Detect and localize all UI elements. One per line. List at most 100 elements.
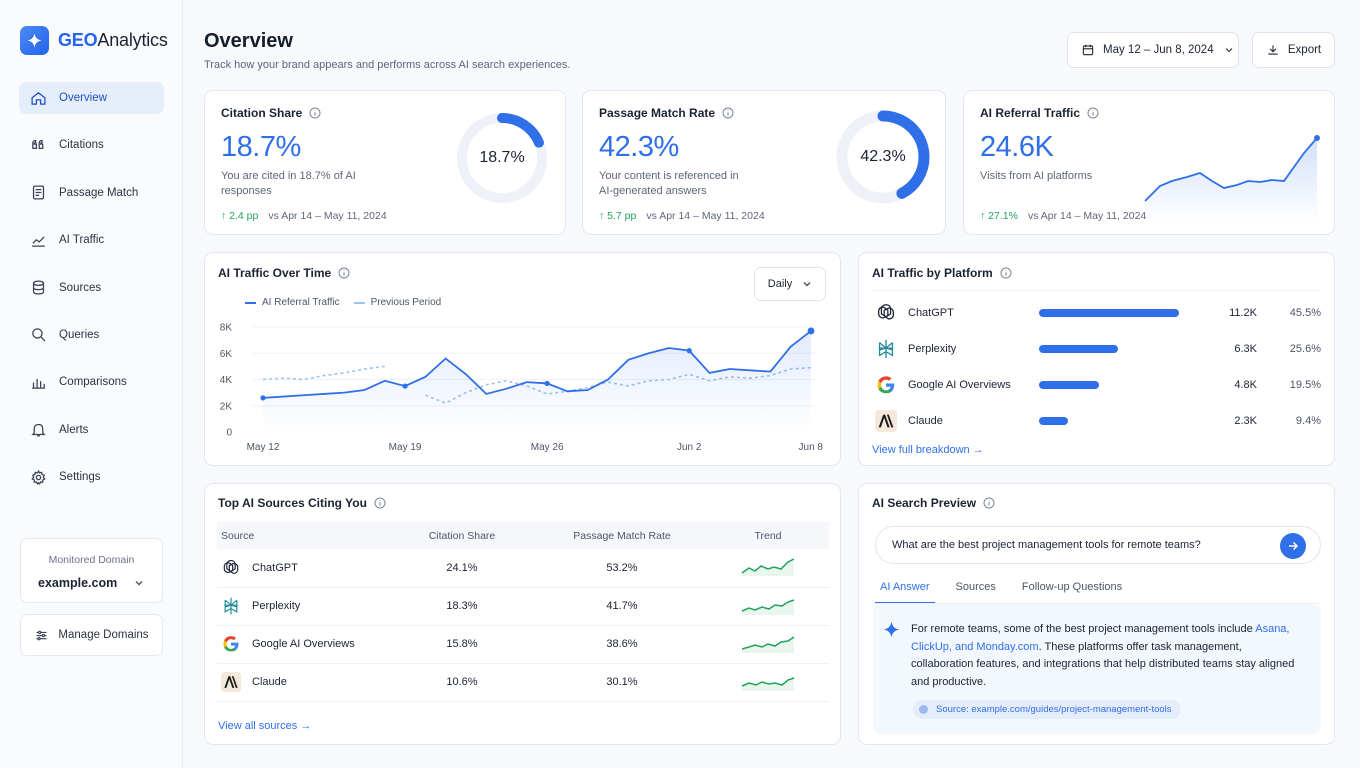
- quote-icon: [32, 139, 44, 149]
- export-label: Export: [1287, 44, 1322, 56]
- table-row[interactable]: Perplexity 18.3% 41.7%: [217, 587, 829, 626]
- view-all-sources-link[interactable]: View all sources →: [218, 720, 312, 732]
- perplexity-logo-icon: [878, 339, 894, 359]
- platform-row-google[interactable]: Google AI Overviews 4.8K 19.5%: [875, 373, 1321, 397]
- traffic-line-chart: 0 2K 4K 6K 8K May 12 May 19 May 26 Jun 2 Jun 8: [220, 323, 824, 454]
- data-point: [544, 380, 550, 387]
- data-point: [686, 348, 692, 354]
- answer-brand-links[interactable]: Asana, ClickUp, and Monday.com: [911, 623, 1290, 653]
- brand-logo[interactable]: GEOAnalytics: [20, 26, 168, 55]
- delta-up: ↑ 2.4 pp: [221, 210, 259, 222]
- ai-traffic-by-platform-card: AI Traffic by Platform ChatGPT 11.2K 45.…: [858, 252, 1335, 466]
- sidebar-item-settings[interactable]: Settings: [19, 461, 164, 493]
- kpi-description: Visits from AI platforms: [980, 170, 1093, 182]
- sliders-icon: [36, 630, 47, 640]
- search-query-text: What are the best project management too…: [892, 539, 1201, 551]
- trend-sparkline: [707, 625, 829, 664]
- sidebar-item-label: AI Traffic: [59, 234, 105, 247]
- platform-pct: 45.5%: [1289, 307, 1321, 319]
- kpi-delta: ↑ 27.1% vs Apr 14 – May 11, 2024: [980, 210, 1146, 222]
- table-row[interactable]: Google AI Overviews 15.8% 38.6%: [217, 625, 829, 664]
- x-tick-label: Jun 2: [677, 442, 702, 453]
- sidebar-item-label: Sources: [59, 281, 102, 294]
- ai-answer-text: For remote teams, some of the best proje…: [911, 623, 1295, 688]
- sidebar-item-sources[interactable]: Sources: [19, 272, 164, 304]
- platform-bar: [1039, 309, 1179, 317]
- sidebar-item-queries[interactable]: Queries: [19, 319, 164, 351]
- date-range-picker[interactable]: May 12 – Jun 8, 2024: [1067, 32, 1239, 68]
- legend-item-current[interactable]: AI Referral Traffic: [245, 297, 340, 308]
- platform-bar-fill: [1039, 345, 1118, 353]
- document-icon: [32, 185, 45, 200]
- y-tick-label: 8K: [220, 323, 233, 334]
- granularity-label: Daily: [767, 278, 793, 290]
- platform-row-chatgpt[interactable]: ChatGPT 11.2K 45.5%: [875, 301, 1321, 325]
- data-point: [402, 383, 408, 389]
- manage-domains-button[interactable]: Manage Domains: [20, 614, 163, 656]
- platform-name: ChatGPT: [908, 307, 954, 319]
- passage-match-cell: 53.2%: [537, 549, 707, 588]
- sidebar-item-overview[interactable]: Overview: [19, 82, 164, 114]
- passage-donut: 42.3%: [835, 109, 931, 205]
- card-title: Citation Share: [221, 106, 321, 120]
- column-header[interactable]: Passage Match Rate: [537, 522, 707, 549]
- kpi-delta: ↑ 5.7 pp vs Apr 14 – May 11, 2024: [599, 210, 765, 222]
- info-icon[interactable]: [983, 497, 995, 509]
- preview-search-input[interactable]: What are the best project management too…: [875, 526, 1321, 564]
- export-button[interactable]: Export: [1252, 32, 1335, 68]
- sidebar-item-ai-traffic[interactable]: AI Traffic: [19, 224, 164, 256]
- info-icon[interactable]: [338, 267, 350, 279]
- sidebar-item-label: Passage Match: [59, 186, 139, 199]
- platform-row-perplexity[interactable]: Perplexity 6.3K 25.6%: [875, 337, 1321, 361]
- sidebar-item-alerts[interactable]: Alerts: [19, 414, 164, 446]
- platform-row-claude[interactable]: Claude 2.3K 9.4%: [875, 409, 1321, 433]
- legend-item-previous[interactable]: Previous Period: [353, 297, 441, 308]
- info-icon[interactable]: [309, 107, 321, 119]
- current-area: [263, 330, 811, 432]
- platform-count: 4.8K: [1234, 379, 1257, 391]
- page-title: Overview: [204, 30, 293, 52]
- tab-follow-up-questions[interactable]: Follow-up Questions: [1021, 581, 1123, 593]
- card-title: Passage Match Rate: [599, 106, 734, 120]
- platform-pct: 25.6%: [1289, 343, 1321, 355]
- sidebar-item-passage-match[interactable]: Passage Match: [19, 177, 164, 209]
- passage-match-cell: 38.6%: [537, 625, 707, 664]
- platform-pct: 19.5%: [1289, 379, 1321, 391]
- table-row[interactable]: ChatGPT 24.1% 53.2%: [217, 549, 829, 588]
- platform-count: 6.3K: [1234, 343, 1257, 355]
- info-icon[interactable]: [722, 107, 734, 119]
- data-point: [807, 327, 815, 335]
- table-row[interactable]: Claude 10.6% 30.1%: [217, 663, 829, 702]
- view-full-breakdown-link[interactable]: View full breakdown →: [872, 444, 984, 456]
- platform-name: Google AI Overviews: [908, 379, 1011, 391]
- tab-sources[interactable]: Sources: [955, 581, 996, 593]
- answer-source-chip[interactable]: Source: example.com/guides/project-manag…: [913, 700, 1181, 719]
- column-header[interactable]: Trend: [707, 522, 829, 549]
- manage-domains-label: Manage Domains: [58, 629, 149, 641]
- divider: [873, 603, 1320, 604]
- info-icon[interactable]: [1000, 267, 1012, 279]
- sidebar-item-label: Settings: [59, 471, 101, 484]
- source-name: Perplexity: [252, 600, 301, 612]
- granularity-dropdown[interactable]: Daily: [754, 267, 826, 301]
- monitored-domain-value: example.com: [38, 576, 118, 590]
- info-icon[interactable]: [1087, 107, 1099, 119]
- column-header[interactable]: Citation Share: [387, 522, 537, 549]
- citation-donut: 18.7%: [456, 112, 548, 204]
- column-header[interactable]: Source: [217, 522, 387, 549]
- info-icon[interactable]: [374, 497, 386, 509]
- sidebar-item-citations[interactable]: Citations: [19, 129, 164, 161]
- card-title: AI Traffic by Platform: [872, 266, 1012, 280]
- monitored-domain-selector[interactable]: Monitored Domain example.com: [20, 538, 163, 603]
- sidebar-item-comparisons[interactable]: Comparisons: [19, 366, 164, 398]
- claude-logo-icon: [875, 410, 897, 432]
- line-chart-icon: [32, 236, 45, 247]
- chevron-down-icon: [1225, 48, 1233, 53]
- citation-share-cell: 10.6%: [387, 663, 537, 702]
- delta-compare: vs Apr 14 – May 11, 2024: [1027, 210, 1147, 222]
- chevron-down-icon: [135, 581, 143, 586]
- sidebar-item-label: Overview: [59, 92, 107, 104]
- claude-logo-icon: [221, 672, 241, 692]
- search-submit-button[interactable]: [1280, 533, 1306, 559]
- tab-ai-answer[interactable]: AI Answer: [875, 578, 935, 604]
